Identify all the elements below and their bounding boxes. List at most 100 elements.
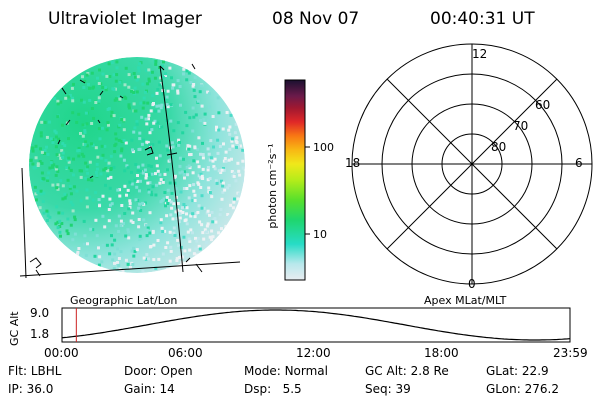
- emission-pixel: [177, 244, 181, 248]
- emission-pixel: [147, 257, 150, 261]
- emission-pixel: [96, 76, 99, 80]
- emission-pixel: [166, 168, 169, 172]
- emission-pixel: [158, 66, 161, 69]
- emission-pixel: [122, 128, 126, 132]
- emission-pixel: [147, 117, 150, 121]
- emission-pixel: [164, 246, 168, 249]
- emission-pixel: [161, 92, 165, 96]
- emission-pixel: [75, 120, 79, 124]
- emission-pixel: [201, 177, 205, 180]
- emission-pixel: [185, 254, 189, 258]
- status-mode: Mode: Normal: [244, 364, 328, 378]
- emission-pixel: [163, 172, 167, 176]
- emission-pixel: [127, 106, 131, 110]
- emission-pixel: [61, 184, 65, 188]
- emission-pixel: [232, 174, 236, 178]
- status-ip: IP: 36.0: [8, 382, 54, 396]
- emission-pixel: [95, 174, 99, 178]
- emission-pixel: [75, 189, 79, 193]
- emission-pixel: [189, 228, 193, 232]
- emission-pixel: [182, 235, 186, 239]
- altitude-xtick-1200: 12:00: [296, 346, 331, 360]
- emission-pixel: [200, 223, 204, 227]
- emission-pixel: [168, 230, 172, 234]
- emission-pixel: [123, 184, 127, 188]
- emission-pixel: [85, 196, 89, 200]
- altitude-xtick-2359: 23:59: [553, 346, 588, 360]
- emission-pixel: [54, 131, 58, 135]
- emission-pixel: [77, 247, 81, 250]
- emission-pixel: [157, 257, 161, 261]
- emission-pixel: [66, 95, 70, 99]
- emission-pixel: [39, 189, 43, 193]
- emission-pixel: [155, 164, 159, 168]
- emission-pixel: [123, 83, 127, 87]
- emission-pixel: [192, 189, 196, 193]
- emission-pixel: [126, 228, 130, 232]
- emission-pixel: [103, 144, 107, 148]
- emission-pixel: [180, 170, 184, 174]
- emission-pixel: [165, 144, 169, 148]
- emission-pixel: [117, 230, 121, 233]
- emission-pixel: [189, 81, 193, 84]
- emission-pixel: [97, 246, 100, 250]
- emission-pixel: [218, 144, 222, 148]
- emission-pixel: [55, 165, 59, 169]
- emission-pixel: [88, 86, 91, 90]
- emission-pixel: [135, 120, 139, 124]
- emission-pixel: [144, 176, 148, 180]
- emission-pixel: [64, 96, 68, 100]
- emission-pixel: [111, 258, 115, 262]
- emission-pixel: [206, 168, 210, 172]
- emission-pixel: [101, 153, 105, 157]
- emission-pixel: [85, 167, 89, 171]
- emission-pixel: [174, 187, 178, 191]
- emission-pixel: [106, 174, 110, 178]
- emission-pixel: [188, 153, 191, 157]
- emission-pixel: [185, 187, 189, 190]
- emission-pixel: [40, 150, 44, 154]
- emission-pixel: [145, 228, 149, 232]
- emission-pixel: [208, 92, 211, 96]
- emission-pixel: [122, 138, 126, 142]
- emission-pixel: [142, 138, 145, 142]
- emission-pixel: [108, 252, 112, 256]
- emission-pixel: [203, 121, 207, 125]
- emission-pixel: [58, 219, 62, 223]
- emission-pixel: [209, 139, 213, 143]
- emission-pixel: [107, 62, 111, 66]
- emission-pixel: [188, 144, 192, 148]
- emission-pixel: [128, 180, 132, 184]
- emission-pixel: [201, 141, 204, 145]
- emission-pixel: [211, 159, 215, 163]
- emission-pixel: [116, 188, 120, 192]
- emission-pixel: [182, 203, 186, 206]
- emission-pixel: [79, 175, 83, 179]
- emission-pixel: [150, 128, 154, 132]
- emission-pixel: [154, 59, 158, 63]
- emission-pixel: [201, 167, 205, 171]
- emission-pixel: [188, 116, 192, 120]
- emission-pixel: [151, 185, 155, 189]
- emission-pixel: [173, 234, 177, 237]
- emission-pixel: [107, 208, 111, 211]
- emission-pixel: [92, 116, 96, 120]
- emission-pixel: [166, 148, 170, 152]
- emission-pixel: [136, 75, 140, 79]
- emission-pixel: [196, 237, 200, 240]
- emission-pixel: [147, 188, 151, 192]
- emission-pixel: [177, 143, 181, 147]
- emission-pixel: [141, 201, 145, 205]
- mlt-label-12: 12: [472, 47, 488, 61]
- emission-pixel: [98, 204, 101, 208]
- emission-pixel: [233, 131, 237, 135]
- altitude-xtick-0000: 00:00: [44, 346, 79, 360]
- emission-pixel: [77, 146, 81, 150]
- emission-pixel: [196, 160, 200, 164]
- emission-pixel: [234, 122, 238, 126]
- emission-pixel: [235, 136, 239, 140]
- emission-pixel: [94, 146, 98, 150]
- emission-pixel: [61, 151, 65, 155]
- emission-pixel: [153, 76, 157, 80]
